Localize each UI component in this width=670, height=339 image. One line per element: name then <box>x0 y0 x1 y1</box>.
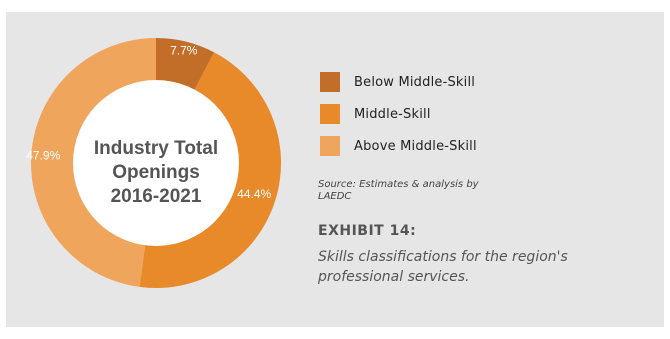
legend-item-middle-skill: Middle-Skill <box>320 104 477 124</box>
chart-panel: Industry Total Openings 2016-2021 7.7% 44… <box>6 12 664 327</box>
center-label-line-3: 2016-2021 <box>111 186 202 207</box>
legend-swatch <box>320 136 340 156</box>
center-label-line-2: Openings <box>112 162 200 183</box>
legend: Below Middle-Skill Middle-Skill Above Mi… <box>320 72 477 168</box>
slice-value-label: 47.9% <box>26 149 60 163</box>
legend-swatch <box>320 104 340 124</box>
legend-label: Below Middle-Skill <box>354 74 476 90</box>
legend-label: Above Middle-Skill <box>354 138 477 154</box>
center-label-line-1: Industry Total <box>94 138 218 159</box>
exhibit-caption: Skills classifications for the region's … <box>318 249 568 285</box>
legend-swatch <box>320 72 340 92</box>
donut-chart: Industry Total Openings 2016-2021 7.7% 44… <box>26 38 282 288</box>
exhibit-title: EXHIBIT 14: <box>318 223 417 239</box>
legend-item-above-middle-skill: Above Middle-Skill <box>320 136 477 156</box>
legend-item-below-middle-skill: Below Middle-Skill <box>320 72 477 92</box>
source-note: Source: Estimates & analysis by LAEDC <box>318 179 479 202</box>
legend-label: Middle-Skill <box>354 106 431 122</box>
slice-value-label: 7.7% <box>170 43 198 57</box>
donut-hole <box>73 80 239 246</box>
slice-value-label: 44.4% <box>237 187 271 201</box>
